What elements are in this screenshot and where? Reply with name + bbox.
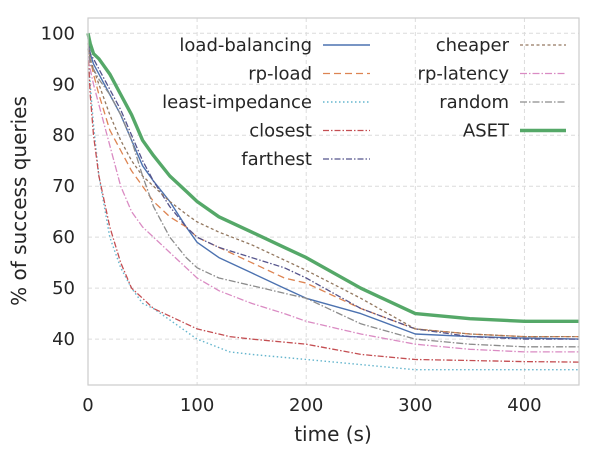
y-tick-label: 70 (52, 176, 75, 197)
y-tick-labels: 40 50 60 70 80 90 100 (41, 23, 75, 350)
x-tick-labels: 0 100 200 300 400 (82, 395, 541, 416)
legend: load-balancing rp-load least-impedance clos… (162, 35, 566, 170)
legend-label-closest: closest (249, 121, 312, 142)
y-tick-label: 60 (52, 227, 75, 248)
plot-frame (87, 17, 580, 386)
series-line-random (87, 43, 579, 348)
legend-label-farthest: farthest (241, 149, 312, 170)
series-line-aset (86, 32, 579, 323)
series-line-rp-load (87, 43, 579, 338)
y-tick-label: 80 (52, 125, 75, 146)
y-tick-label: 100 (41, 23, 75, 44)
legend-label-load-balancing: load-balancing (179, 35, 312, 56)
y-tick-label: 50 (52, 278, 75, 299)
x-tick-label: 400 (507, 395, 541, 416)
legend-label-cheaper: cheaper (436, 35, 510, 56)
y-tick-label: 90 (52, 74, 75, 95)
x-axis-title: time (s) (294, 422, 372, 446)
legend-label-aset: ASET (463, 121, 510, 142)
x-tick-label: 200 (289, 395, 323, 416)
legend-label-random: random (439, 92, 509, 113)
y-axis-title: % of success queries (7, 96, 31, 306)
y-tick-label: 40 (52, 329, 75, 350)
x-tick-label: 100 (180, 395, 214, 416)
series-line-rp-latency (87, 43, 579, 353)
series-lines (86, 32, 580, 371)
x-tick-label: 0 (82, 395, 93, 416)
series-line-closest (87, 48, 580, 363)
legend-label-rp-load: rp-load (248, 64, 312, 85)
legend-label-rp-latency: rp-latency (418, 64, 510, 85)
legend-label-least-impedance: least-impedance (162, 92, 312, 113)
x-tick-label: 300 (398, 395, 432, 416)
